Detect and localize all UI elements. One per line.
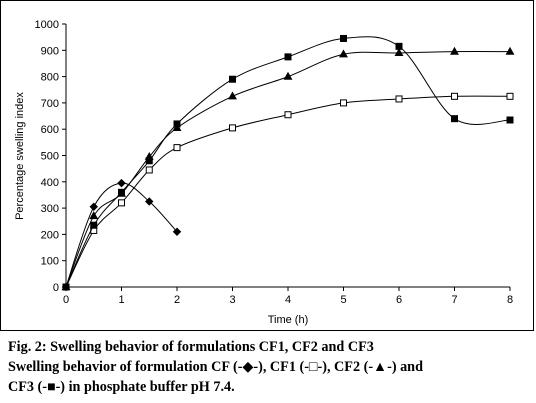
data-point-triangle: [505, 46, 515, 55]
y-tick-label: 300: [41, 203, 59, 215]
y-tick-label: 1000: [35, 19, 59, 31]
y-tick-label: 200: [41, 229, 59, 241]
series-cf3: [62, 34, 514, 291]
series-line-cf2: [65, 51, 511, 288]
data-point-open-square: [506, 92, 514, 100]
series-cf2: [61, 46, 515, 291]
data-point-diamond: [117, 178, 126, 188]
data-point-filled-square: [284, 53, 292, 61]
y-tick-label: 500: [41, 151, 59, 163]
x-tick-label: 2: [174, 294, 180, 306]
data-point-filled-square: [506, 116, 514, 124]
caption-line-1: Fig. 2: Swelling behavior of formulation…: [8, 339, 374, 355]
y-tick-label: 700: [41, 98, 59, 110]
data-point-open-square: [118, 199, 125, 207]
data-point-triangle: [283, 71, 293, 80]
data-point-triangle: [339, 49, 348, 58]
data-point-diamond: [172, 227, 182, 236]
y-tick-label: 400: [41, 177, 59, 189]
x-tick-label: 7: [451, 294, 457, 306]
y-tick-label: 600: [41, 124, 59, 136]
y-tick-label: 800: [41, 72, 59, 84]
x-tick-label: 6: [396, 294, 402, 306]
x-tick-label: 1: [118, 294, 124, 306]
figure-caption: Fig. 2: Swelling behavior of formulation…: [8, 337, 532, 397]
data-point-filled-square: [145, 157, 153, 165]
data-point-open-square: [173, 144, 181, 152]
data-point-filled-square: [229, 75, 236, 83]
data-point-open-square: [451, 92, 458, 100]
data-point-filled-square: [90, 221, 98, 229]
data-point-open-square: [145, 166, 153, 174]
data-point-open-square: [229, 124, 236, 132]
data-point-filled-square: [340, 34, 347, 42]
data-point-open-square: [395, 95, 403, 103]
data-point-filled-square: [118, 188, 125, 196]
x-tick-label: 0: [63, 294, 69, 306]
y-tick-label: 900: [41, 45, 59, 57]
y-axis-label: Percentage swelling index: [14, 92, 26, 220]
swelling-index-chart: 0 100 200 300 400 500 600 700 800 900 1000 0 1 2 3 4 5 6 7…: [14, 19, 515, 326]
x-tick-label: 5: [340, 294, 346, 306]
x-axis-label: Time (h): [268, 314, 309, 326]
series-cf1: [62, 92, 514, 291]
data-point-triangle: [394, 48, 404, 57]
data-point-triangle: [450, 46, 459, 55]
x-tick-label: 3: [229, 294, 235, 306]
data-point-open-square: [340, 99, 347, 107]
data-point-filled-square: [395, 42, 403, 50]
data-point-diamond: [145, 197, 154, 206]
series-line-cf: [65, 182, 178, 288]
caption-line-3: CF3 (-■-) in phosphate buffer pH 7.4.: [8, 379, 235, 395]
caption-line-2: Swelling behavior of formulation CF (-◆-…: [8, 359, 423, 375]
data-point-filled-square: [451, 115, 458, 123]
data-point-triangle: [228, 91, 237, 100]
data-point-open-square: [284, 111, 292, 119]
axes: 0 100 200 300 400 500 600 700 800 900 1000 0 1 2 3 4 5 6 7…: [35, 19, 514, 306]
series-line-cf1: [65, 95, 511, 288]
data-point-filled-square: [173, 120, 181, 128]
data-point-diamond: [89, 202, 98, 211]
y-tick-label: 100: [41, 256, 59, 268]
series-layer: [61, 34, 515, 292]
data-point-triangle: [89, 211, 99, 220]
y-tick-label: 0: [53, 282, 59, 294]
chart-frame: 0 100 200 300 400 500 600 700 800 900 1000 0 1 2 3 4 5 6 7…: [0, 0, 534, 331]
data-point-filled-square: [62, 283, 70, 291]
x-tick-label: 8: [507, 294, 513, 306]
x-tick-label: 4: [285, 294, 291, 306]
